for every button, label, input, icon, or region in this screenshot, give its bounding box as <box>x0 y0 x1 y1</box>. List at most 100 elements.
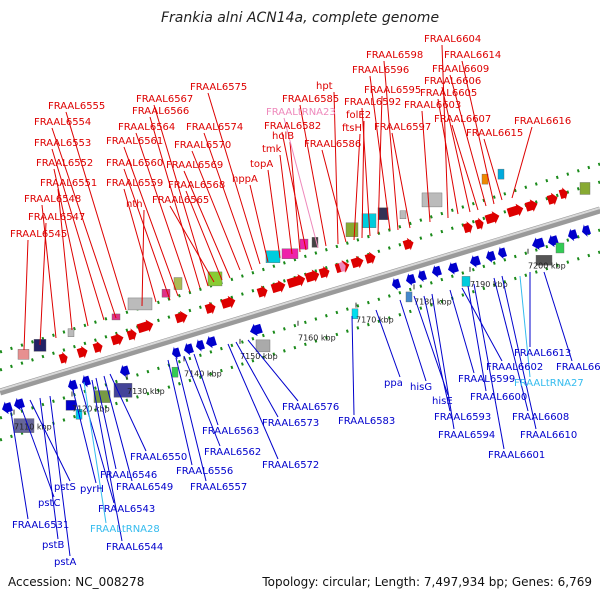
reverse-gene-arrow <box>432 265 442 278</box>
label-leader-line <box>53 168 89 327</box>
gene-label-fraal6549[interactable]: FRAAL6549 <box>116 482 173 493</box>
gene-label-fraaltrna23[interactable]: FRAALtRNA23 <box>266 107 336 118</box>
gene-label-pstb[interactable]: pstB <box>42 540 64 551</box>
gene-label-fraal6560[interactable]: FRAAL6560 <box>106 158 163 169</box>
gene-label-fraal6615[interactable]: FRAAL6615 <box>466 128 523 139</box>
gene-label-hppa[interactable]: hppA <box>232 174 258 185</box>
gene-label-fole2[interactable]: folE2 <box>346 110 371 121</box>
gene-label-fraal6616[interactable]: FRAAL6616 <box>514 116 571 127</box>
gene-label-fraal6609[interactable]: FRAAL6609 <box>432 64 489 75</box>
gene-label-fraal6559[interactable]: FRAAL6559 <box>106 178 163 189</box>
track-guide-bottom-inner <box>0 228 600 420</box>
gene-label-fraal6553[interactable]: FRAAL6553 <box>34 138 91 149</box>
gene-label-fraal6552[interactable]: FRAAL6552 <box>36 158 93 169</box>
gene-label-fraal6583[interactable]: FRAAL6583 <box>338 416 395 427</box>
gene-label-fraal6569[interactable]: FRAAL6569 <box>166 160 223 171</box>
label-leader-line <box>169 205 215 283</box>
gene-label-fraal6596[interactable]: FRAAL6596 <box>352 65 409 76</box>
gene-label-fraal6608[interactable]: FRAAL6608 <box>512 412 569 423</box>
gene-label-fraal6548[interactable]: FRAAL6548 <box>24 194 81 205</box>
gene-label-fraal6531[interactable]: FRAAL6531 <box>12 520 69 531</box>
gene-label-fraal6576[interactable]: FRAAL6576 <box>282 402 339 413</box>
gene-label-fraal6567[interactable]: FRAAL6567 <box>136 94 193 105</box>
gene-label-fraal6592[interactable]: FRAAL6592 <box>344 97 401 108</box>
gene-label-holb[interactable]: holB <box>272 131 294 142</box>
gene-label-psts[interactable]: pstS <box>54 482 76 493</box>
gene-label-fraal6602[interactable]: FRAAL6602 <box>486 362 543 373</box>
gene-label-fraal6594[interactable]: FRAAL6594 <box>438 430 495 441</box>
gene-label-fraal6572[interactable]: FRAAL6572 <box>262 460 319 471</box>
forward-gene-arrow <box>204 301 216 315</box>
label-leader-line <box>227 343 279 460</box>
gene-label-fraal6603[interactable]: FRAAL6603 <box>404 100 461 111</box>
gene-label-fraal6593[interactable]: FRAAL6593 <box>434 412 491 423</box>
label-leader-line <box>123 168 171 301</box>
label-leader-line <box>249 184 269 263</box>
gene-label-fraal6573[interactable]: FRAAL6573 <box>262 418 319 429</box>
gene-label-fraal6597[interactable]: FRAAL6597 <box>374 122 431 133</box>
gene-label-fraal6556[interactable]: FRAAL6556 <box>176 466 233 477</box>
gene-label-fraal6605[interactable]: FRAAL6605 <box>420 88 477 99</box>
gene-label-fraal6599[interactable]: FRAAL6599 <box>458 374 515 385</box>
gene-label-fraal6585[interactable]: FRAAL6585 <box>282 94 339 105</box>
label-leader-line <box>299 104 327 247</box>
gene-label-fraal6607[interactable]: FRAAL6607 <box>434 114 491 125</box>
gene-label-fraaltrna27[interactable]: FRAALtRNA27 <box>514 378 584 389</box>
gene-label-fraal6614[interactable]: FRAAL6614 <box>444 50 501 61</box>
gene-label-fraal6613[interactable]: FRAAL6613 <box>514 348 571 359</box>
label-leader-line <box>185 190 223 281</box>
gene-label-topa[interactable]: topA <box>250 159 273 170</box>
label-leader-line <box>29 399 71 482</box>
gene-label-fraal6544[interactable]: FRAAL6544 <box>106 542 163 553</box>
gene-label-fraal6586[interactable]: FRAAL6586 <box>304 139 361 150</box>
gene-label-fraal6582[interactable]: FRAAL6582 <box>264 121 321 132</box>
forward-gene-arrow <box>220 295 236 309</box>
gene-label-hpt[interactable]: hpt <box>316 81 333 92</box>
gene-label-hise[interactable]: hisE <box>432 396 453 407</box>
cog-category-box <box>399 210 407 220</box>
gene-label-fraal6598[interactable]: FRAAL6598 <box>366 50 423 61</box>
genome-backbone-highlight <box>0 207 600 391</box>
cog-category-box <box>481 173 489 185</box>
gene-label-fraal6575[interactable]: FRAAL6575 <box>190 82 247 93</box>
gene-label-fraal6564[interactable]: FRAAL6564 <box>118 122 175 133</box>
reverse-gene-arrow <box>120 364 130 378</box>
feature-tracks <box>0 162 600 442</box>
gene-label-fraal6555[interactable]: FRAAL6555 <box>48 101 105 112</box>
gene-label-fraal6566[interactable]: FRAAL6566 <box>132 106 189 117</box>
gene-label-fraal6565[interactable]: FRAAL6565 <box>152 195 209 206</box>
gene-label-ftsh[interactable]: ftsH <box>342 123 362 134</box>
label-leader-line <box>351 315 355 416</box>
gene-label-fraal6546[interactable]: FRAAL6546 <box>100 470 157 481</box>
gene-label-hisg[interactable]: hisG <box>410 382 432 393</box>
gene-label-fraal6545[interactable]: FRAAL6545 <box>10 229 67 240</box>
gene-label-fraal6561[interactable]: FRAAL6561 <box>106 136 163 147</box>
gene-label-fraal6557[interactable]: FRAAL6557 <box>190 482 247 493</box>
gene-label-fraal6604[interactable]: FRAAL6604 <box>424 34 481 45</box>
gene-label-fraal6601[interactable]: FRAAL6601 <box>488 450 545 461</box>
gene-label-fraal6600[interactable]: FRAAL6600 <box>470 392 527 403</box>
gene-label-fraal6562[interactable]: FRAAL6562 <box>204 447 261 458</box>
gene-label-fraal6570[interactable]: FRAAL6570 <box>174 140 231 151</box>
gene-label-fraal6617[interactable]: FRAAL6617 <box>556 362 600 373</box>
gene-label-pstc[interactable]: pstC <box>38 498 60 509</box>
gene-label-fraal6550[interactable]: FRAAL6550 <box>130 452 187 463</box>
gene-label-pyrh[interactable]: pyrH <box>80 484 104 495</box>
gene-label-fraal6595[interactable]: FRAAL6595 <box>364 85 421 96</box>
gene-label-fraaltrna28[interactable]: FRAALtRNA28 <box>90 524 160 535</box>
gene-label-fraal6543[interactable]: FRAAL6543 <box>98 504 155 515</box>
gene-label-fraal6547[interactable]: FRAAL6547 <box>28 212 85 223</box>
gene-label-ppa[interactable]: ppa <box>384 378 403 389</box>
gene-label-fraal6568[interactable]: FRAAL6568 <box>168 180 225 191</box>
gene-label-tmk[interactable]: tmk <box>262 144 282 155</box>
gene-label-fraal6554[interactable]: FRAAL6554 <box>34 117 91 128</box>
forward-gene-arrow <box>304 269 320 283</box>
gene-label-fraal6563[interactable]: FRAAL6563 <box>202 426 259 437</box>
gene-label-fraal6610[interactable]: FRAAL6610 <box>520 430 577 441</box>
gene-label-psta[interactable]: pstA <box>54 557 76 568</box>
gene-label-fraal6551[interactable]: FRAAL6551 <box>40 178 97 189</box>
gene-label-fraal6574[interactable]: FRAAL6574 <box>186 122 243 133</box>
gene-label-nth[interactable]: nth <box>126 199 143 210</box>
gene-label-fraal6606[interactable]: FRAAL6606 <box>424 76 481 87</box>
